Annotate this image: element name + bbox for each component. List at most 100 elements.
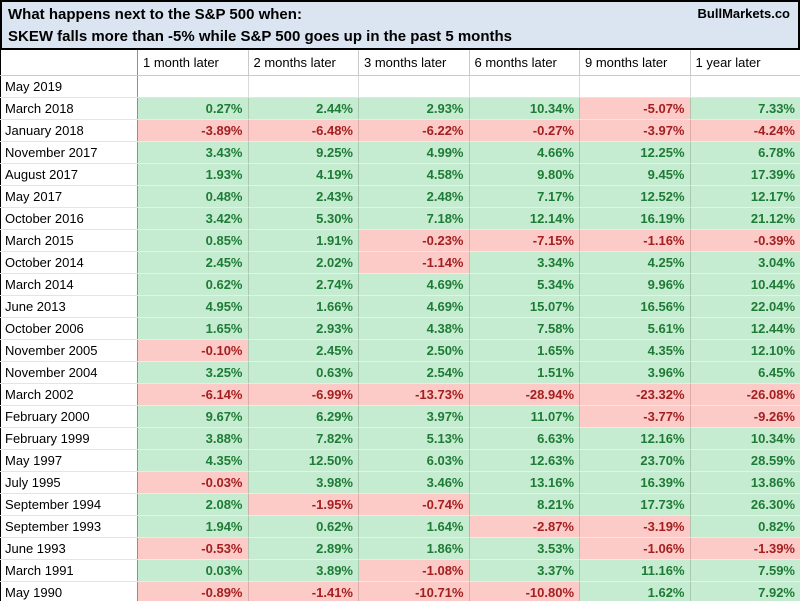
return-cell: 1.65% xyxy=(469,339,580,362)
return-cell xyxy=(137,75,249,98)
return-cell: -4.24% xyxy=(690,119,800,142)
return-cell: 4.58% xyxy=(358,163,470,186)
table-row: March 2014 0.62% 2.74% 4.69% 5.34% 9.96% 10.44… xyxy=(0,273,800,296)
return-cell: 2.74% xyxy=(248,273,359,296)
return-cell: -1.16% xyxy=(579,229,691,252)
table-row: March 2002 -6.14% -6.99% -13.73% -28.94% -23.… xyxy=(0,383,800,406)
return-cell: 6.63% xyxy=(469,427,580,450)
return-cell: -3.97% xyxy=(579,119,691,142)
table-row: July 1995 -0.03% 3.98% 3.46% 13.16% 16.39% 13.… xyxy=(0,471,800,494)
table-row: May 1990 -0.89% -1.41% -10.71% -10.80% 1.62% 7… xyxy=(0,581,800,601)
return-cell: -7.15% xyxy=(469,229,580,252)
return-cell: 6.03% xyxy=(358,449,470,472)
row-label: September 1993 xyxy=(0,515,138,538)
return-cell: 5.34% xyxy=(469,273,580,296)
return-cell: 4.35% xyxy=(579,339,691,362)
return-cell xyxy=(579,75,691,98)
return-cell: 0.82% xyxy=(690,515,800,538)
table-row: September 1994 2.08% -1.95% -0.74% 8.21% 17.7… xyxy=(0,493,800,516)
return-cell: 2.44% xyxy=(248,97,359,120)
return-cell: -10.71% xyxy=(358,581,470,601)
table-row: August 2017 1.93% 4.19% 4.58% 9.80% 9.45% 17.3… xyxy=(0,163,800,186)
return-cell: -1.41% xyxy=(248,581,359,601)
return-cell xyxy=(358,75,470,98)
return-cell: 17.39% xyxy=(690,163,800,186)
return-cell: 10.34% xyxy=(690,427,800,450)
row-label: July 1995 xyxy=(0,471,138,494)
return-cell: -9.26% xyxy=(690,405,800,428)
return-cell: 3.25% xyxy=(137,361,249,384)
return-cell: 3.88% xyxy=(137,427,249,450)
row-label: September 1994 xyxy=(0,493,138,516)
return-cell: 7.17% xyxy=(469,185,580,208)
column-header: 6 months later xyxy=(469,50,580,76)
row-label: October 2006 xyxy=(0,317,138,340)
return-cell: 3.98% xyxy=(248,471,359,494)
return-cell: 1.66% xyxy=(248,295,359,318)
table-row: May 2019 xyxy=(0,75,800,98)
return-cell: 2.45% xyxy=(248,339,359,362)
row-label: May 1990 xyxy=(0,581,138,601)
return-cell: 3.53% xyxy=(469,537,580,560)
table-row: May 2017 0.48% 2.43% 2.48% 7.17% 12.52% 12.17% xyxy=(0,185,800,208)
return-cell: 12.63% xyxy=(469,449,580,472)
return-cell: 3.89% xyxy=(248,559,359,582)
return-cell: 5.13% xyxy=(358,427,470,450)
return-cell: 7.92% xyxy=(690,581,800,601)
return-cell: 12.52% xyxy=(579,185,691,208)
row-label: February 1999 xyxy=(0,427,138,450)
return-cell: -1.95% xyxy=(248,493,359,516)
return-cell: 9.67% xyxy=(137,405,249,428)
return-cell: 2.02% xyxy=(248,251,359,274)
table-row: May 1997 4.35% 12.50% 6.03% 12.63% 23.70% 28.5… xyxy=(0,449,800,472)
return-cell: 23.70% xyxy=(579,449,691,472)
return-cell: 2.43% xyxy=(248,185,359,208)
return-cell: 4.35% xyxy=(137,449,249,472)
return-cell xyxy=(248,75,359,98)
return-cell: 6.29% xyxy=(248,405,359,428)
return-cell: 21.12% xyxy=(690,207,800,230)
table-row: November 2005 -0.10% 2.45% 2.50% 1.65% 4.35% 1… xyxy=(0,339,800,362)
table-row: February 2000 9.67% 6.29% 3.97% 11.07% -3.77%… xyxy=(0,405,800,428)
return-cell: 2.45% xyxy=(137,251,249,274)
return-cell: 15.07% xyxy=(469,295,580,318)
return-cell: 9.96% xyxy=(579,273,691,296)
header-row: 1 month later 2 months later 3 months late… xyxy=(0,50,800,76)
return-cell: 17.73% xyxy=(579,493,691,516)
return-cell: 1.91% xyxy=(248,229,359,252)
return-cell: 4.19% xyxy=(248,163,359,186)
return-cell: -1.39% xyxy=(690,537,800,560)
return-cell: -3.77% xyxy=(579,405,691,428)
return-cell: 7.58% xyxy=(469,317,580,340)
return-cell: 3.43% xyxy=(137,141,249,164)
title-line-2: SKEW falls more than -5% while S&P 500 g… xyxy=(8,28,512,45)
table-body: May 2019 March 2018 0.27% 2.44% 2.93% 10.34% -… xyxy=(0,75,800,601)
return-cell: 12.17% xyxy=(690,185,800,208)
return-cell: -23.32% xyxy=(579,383,691,406)
row-label: October 2016 xyxy=(0,207,138,230)
row-label: January 2018 xyxy=(0,119,138,142)
return-cell: 4.95% xyxy=(137,295,249,318)
return-cell: 2.93% xyxy=(248,317,359,340)
return-cell: 2.93% xyxy=(358,97,470,120)
table-row: February 1999 3.88% 7.82% 5.13% 6.63% 12.16% 1… xyxy=(0,427,800,450)
return-cell: 1.93% xyxy=(137,163,249,186)
row-label: February 2000 xyxy=(0,405,138,428)
brand-logo: BullMarkets.co xyxy=(697,6,790,21)
return-cell: 7.59% xyxy=(690,559,800,582)
return-cell: -0.53% xyxy=(137,537,249,560)
table-row: October 2016 3.42% 5.30% 7.18% 12.14% 16.19% 2… xyxy=(0,207,800,230)
return-cell: 0.48% xyxy=(137,185,249,208)
return-cell: 4.99% xyxy=(358,141,470,164)
return-cell: 10.34% xyxy=(469,97,580,120)
return-cell: 2.54% xyxy=(358,361,470,384)
row-label: November 2004 xyxy=(0,361,138,384)
column-header: 1 year later xyxy=(690,50,800,76)
return-cell: 0.27% xyxy=(137,97,249,120)
return-cell: 1.64% xyxy=(358,515,470,538)
return-cell: 16.19% xyxy=(579,207,691,230)
return-cell: -5.07% xyxy=(579,97,691,120)
row-label: March 2002 xyxy=(0,383,138,406)
return-cell: -6.22% xyxy=(358,119,470,142)
